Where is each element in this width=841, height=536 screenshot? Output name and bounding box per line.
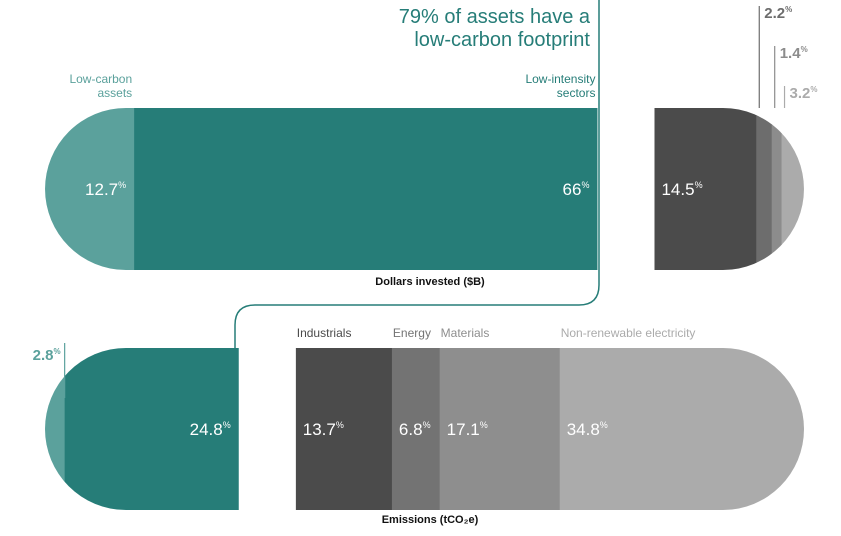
annotation: 79% of assets have a low-carbon footprin… xyxy=(398,6,590,51)
value-label: 34.8% xyxy=(567,420,608,439)
value-number: 13.7 xyxy=(303,420,336,439)
segment-name: Non-renewable electricity xyxy=(560,326,696,340)
value-number: 24.8 xyxy=(190,420,223,439)
bar-segment xyxy=(781,108,804,270)
value-unit: % xyxy=(600,420,608,430)
value-number: 2.2 xyxy=(764,5,785,22)
segment-name: Low-carbon assets xyxy=(69,72,133,100)
value-number: 34.8 xyxy=(567,420,600,439)
value-label: 24.8% xyxy=(190,420,231,439)
segment-name: Low-intensity sectors xyxy=(525,72,596,100)
value-unit: % xyxy=(423,420,431,430)
bar-group xyxy=(45,348,239,510)
value-unit: % xyxy=(118,180,126,190)
bar-segment xyxy=(654,108,757,270)
bar-segment xyxy=(756,108,773,270)
value-label: 6.8% xyxy=(399,420,431,439)
value-unit: % xyxy=(480,420,488,430)
value-label: 17.1% xyxy=(447,420,488,439)
bar-segment xyxy=(134,108,598,270)
value-unit: % xyxy=(336,420,344,430)
value-unit: % xyxy=(581,180,589,190)
value-unit: % xyxy=(695,180,703,190)
value-unit: % xyxy=(223,420,231,430)
chart-title: Emissions (tCO₂e) xyxy=(382,514,479,526)
value-label: 13.7% xyxy=(303,420,344,439)
connector-line xyxy=(234,0,600,348)
bar-segment xyxy=(45,348,66,510)
value-number: 6.8 xyxy=(399,420,423,439)
value-label: 1.4% xyxy=(780,45,808,62)
value-unit: % xyxy=(801,45,808,54)
value-number: 2.8 xyxy=(33,347,54,364)
value-unit: % xyxy=(785,5,792,14)
bar-segment xyxy=(295,348,393,510)
value-number: 17.1 xyxy=(447,420,480,439)
value-label: 14.5% xyxy=(661,180,702,199)
segment-name: Materials xyxy=(440,326,490,340)
value-number: 66 xyxy=(563,180,582,199)
value-label: 66% xyxy=(563,180,590,199)
value-label: 12.7% xyxy=(85,180,126,199)
segment-name: Industrials xyxy=(296,326,352,340)
bar-segment xyxy=(64,348,239,510)
value-label: 2.2% xyxy=(764,5,792,22)
value-number: 12.7 xyxy=(85,180,118,199)
segment-name: Energy xyxy=(392,326,431,340)
chart-title: Dollars invested ($B) xyxy=(375,276,485,288)
bar-group xyxy=(295,348,804,510)
value-number: 3.2 xyxy=(790,85,811,102)
bar-segment xyxy=(439,348,561,510)
bar-segment xyxy=(559,348,804,510)
value-unit: % xyxy=(810,85,817,94)
bar-group xyxy=(45,108,598,270)
value-number: 14.5 xyxy=(661,180,694,199)
value-label: 2.8% xyxy=(33,347,61,364)
value-label: 3.2% xyxy=(790,85,818,102)
value-number: 1.4 xyxy=(780,45,802,62)
value-unit: % xyxy=(54,347,61,356)
bar-segment xyxy=(771,108,783,270)
bar-segment xyxy=(391,348,441,510)
